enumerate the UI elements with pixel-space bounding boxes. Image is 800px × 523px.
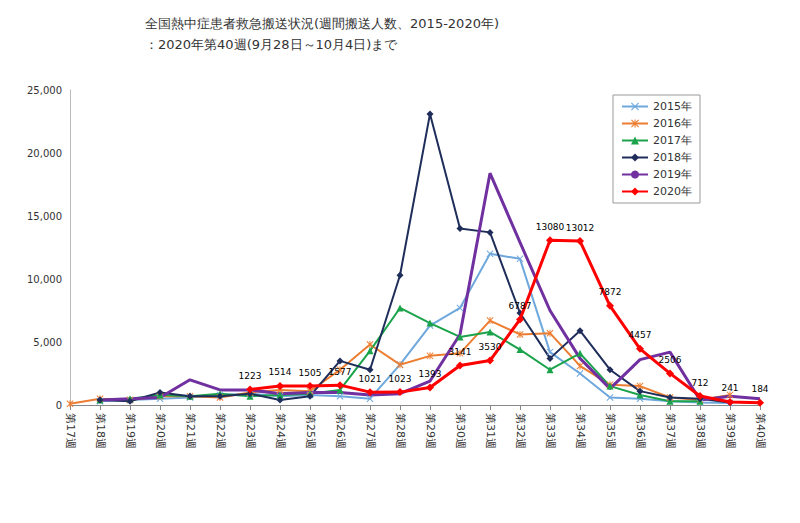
svg-text:第35週: 第35週 xyxy=(604,413,617,449)
svg-text:第38週: 第38週 xyxy=(694,413,707,449)
svg-text:5,000: 5,000 xyxy=(33,337,62,348)
svg-text:2015年: 2015年 xyxy=(653,100,692,113)
svg-text:1505: 1505 xyxy=(299,368,322,378)
svg-text:13080: 13080 xyxy=(536,222,565,232)
svg-text:1223: 1223 xyxy=(239,371,262,381)
svg-text:第31週: 第31週 xyxy=(484,413,497,449)
svg-text:第30週: 第30週 xyxy=(454,413,467,449)
svg-text:第18週: 第18週 xyxy=(94,413,107,449)
svg-text:第21週: 第21週 xyxy=(184,413,197,449)
svg-text:1021: 1021 xyxy=(359,374,382,384)
svg-text:第34週: 第34週 xyxy=(574,413,587,449)
svg-text:：2020年第40週(9月28日～10月4日)まで: ：2020年第40週(9月28日～10月4日)まで xyxy=(145,37,398,52)
svg-text:7872: 7872 xyxy=(599,287,622,297)
svg-text:4457: 4457 xyxy=(629,330,652,340)
svg-text:2506: 2506 xyxy=(659,355,682,365)
svg-text:第24週: 第24週 xyxy=(274,413,287,449)
svg-text:2020年: 2020年 xyxy=(653,185,692,198)
svg-text:1393: 1393 xyxy=(419,369,442,379)
svg-text:第25週: 第25週 xyxy=(304,413,317,449)
svg-text:2016年: 2016年 xyxy=(653,117,692,130)
svg-text:第40週: 第40週 xyxy=(754,413,767,449)
svg-text:2017年: 2017年 xyxy=(653,134,692,147)
svg-text:第17週: 第17週 xyxy=(64,413,77,449)
svg-text:20,000: 20,000 xyxy=(27,148,62,159)
svg-text:25,000: 25,000 xyxy=(27,85,62,96)
svg-text:第26週: 第26週 xyxy=(334,413,347,449)
svg-text:第32週: 第32週 xyxy=(514,413,527,449)
svg-text:3141: 3141 xyxy=(449,347,472,357)
svg-text:0: 0 xyxy=(56,400,62,411)
svg-text:1023: 1023 xyxy=(389,374,412,384)
svg-text:2018年: 2018年 xyxy=(653,151,692,164)
svg-text:15,000: 15,000 xyxy=(27,211,62,222)
svg-text:第39週: 第39週 xyxy=(724,413,737,449)
svg-text:第33週: 第33週 xyxy=(544,413,557,449)
svg-text:第28週: 第28週 xyxy=(394,413,407,449)
svg-text:第23週: 第23週 xyxy=(244,413,257,449)
svg-text:第27週: 第27週 xyxy=(364,413,377,449)
svg-text:第19週: 第19週 xyxy=(124,413,137,449)
svg-text:第29週: 第29週 xyxy=(424,413,437,449)
svg-text:第37週: 第37週 xyxy=(664,413,677,449)
svg-text:第20週: 第20週 xyxy=(154,413,167,449)
svg-text:1514: 1514 xyxy=(269,367,292,377)
svg-text:241: 241 xyxy=(721,383,738,393)
svg-text:3530: 3530 xyxy=(479,342,502,352)
svg-text:13012: 13012 xyxy=(566,223,595,233)
svg-text:第36週: 第36週 xyxy=(634,413,647,449)
svg-text:全国熱中症患者救急搬送状況(週間搬送人数、2015-2020: 全国熱中症患者救急搬送状況(週間搬送人数、2015-2020年) xyxy=(145,16,499,31)
svg-text:6787: 6787 xyxy=(509,301,532,311)
svg-text:184: 184 xyxy=(751,384,768,394)
svg-text:10,000: 10,000 xyxy=(27,274,62,285)
svg-text:1577: 1577 xyxy=(329,367,352,377)
svg-text:712: 712 xyxy=(691,378,708,388)
svg-text:2019年: 2019年 xyxy=(653,168,692,181)
svg-text:第22週: 第22週 xyxy=(214,413,227,449)
